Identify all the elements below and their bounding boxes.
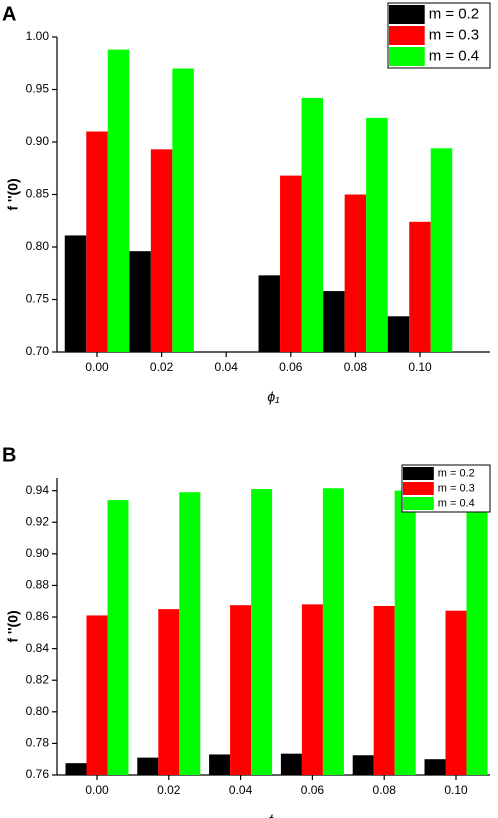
legend-label: m = 0.2: [429, 5, 479, 22]
bar: [64, 235, 87, 352]
bar: [107, 500, 129, 775]
bar: [86, 615, 108, 775]
x-axis-label: ϕ₁: [267, 389, 280, 405]
legend-label: m = 0.4: [429, 47, 479, 64]
y-tick-label: 0.70: [26, 344, 50, 358]
bar: [301, 97, 324, 353]
x-axis-label: ϕ₂: [267, 812, 281, 818]
y-tick-label: 0.88: [26, 578, 50, 592]
bar: [409, 221, 431, 352]
bar: [394, 490, 416, 775]
y-tick-label: 0.80: [26, 239, 50, 253]
y-tick-label: 0.84: [26, 641, 50, 655]
bar: [172, 68, 194, 352]
bar: [322, 488, 344, 775]
x-tick-label: 0.04: [215, 360, 239, 374]
bar: [280, 175, 302, 352]
legend-swatch: [389, 5, 425, 24]
y-tick-label: 0.94: [26, 483, 50, 497]
legend-swatch: [389, 26, 425, 45]
x-tick-label: 0.06: [301, 783, 325, 797]
y-tick-label: 0.90: [26, 546, 50, 560]
bar: [150, 149, 173, 352]
y-tick-label: 0.92: [26, 514, 50, 528]
bar: [230, 605, 252, 775]
bar: [137, 757, 159, 775]
bar: [65, 763, 87, 775]
bar: [209, 754, 231, 775]
bar: [445, 610, 467, 775]
y-tick-label: 0.85: [26, 187, 50, 201]
legend-label: m = 0.3: [429, 26, 479, 43]
bar: [280, 753, 302, 775]
y-tick-label: 1.00: [26, 29, 50, 43]
y-tick-label: 0.95: [26, 82, 50, 96]
y-axis-label: f ''(0): [5, 178, 21, 210]
y-tick-label: 0.75: [26, 292, 50, 306]
bar: [466, 495, 488, 775]
y-tick-label: 0.86: [26, 609, 50, 623]
bar: [424, 759, 446, 775]
panel-label: A: [2, 3, 16, 25]
x-tick-label: 0.00: [85, 360, 109, 374]
bar: [387, 316, 410, 352]
x-tick-label: 0.02: [150, 360, 174, 374]
bar: [129, 251, 151, 352]
bar: [301, 604, 323, 775]
legend-swatch: [389, 47, 425, 66]
x-tick-label: 0.06: [279, 360, 303, 374]
x-tick-label: 0.10: [408, 360, 432, 374]
bar: [323, 291, 345, 352]
bar: [179, 492, 201, 775]
legend-label: m = 0.3: [438, 482, 475, 494]
bar: [373, 605, 395, 775]
y-axis-label: f ''(0): [5, 610, 21, 642]
bar: [251, 489, 273, 775]
x-tick-label: 0.04: [229, 783, 253, 797]
x-tick-label: 0.08: [373, 783, 397, 797]
x-tick-label: 0.00: [85, 783, 109, 797]
legend-swatch: [403, 482, 434, 495]
legend-label: m = 0.4: [438, 497, 475, 509]
legend-swatch: [403, 467, 434, 480]
x-tick-label: 0.10: [444, 783, 468, 797]
y-tick-label: 0.82: [26, 672, 50, 686]
y-tick-label: 0.78: [26, 736, 50, 750]
legend-label: m = 0.2: [438, 467, 475, 479]
x-tick-label: 0.02: [157, 783, 181, 797]
bar: [258, 275, 281, 352]
bar: [107, 49, 130, 352]
y-tick-label: 0.76: [26, 767, 50, 781]
bar: [344, 194, 367, 352]
y-tick-label: 0.80: [26, 704, 50, 718]
bar: [352, 755, 374, 775]
legend-swatch: [403, 497, 434, 510]
bar: [430, 148, 453, 352]
panel-label: B: [2, 444, 16, 466]
bar: [366, 117, 388, 352]
bar: [158, 609, 180, 775]
bar: [86, 131, 108, 352]
x-tick-label: 0.08: [344, 360, 368, 374]
y-tick-label: 0.90: [26, 134, 50, 148]
